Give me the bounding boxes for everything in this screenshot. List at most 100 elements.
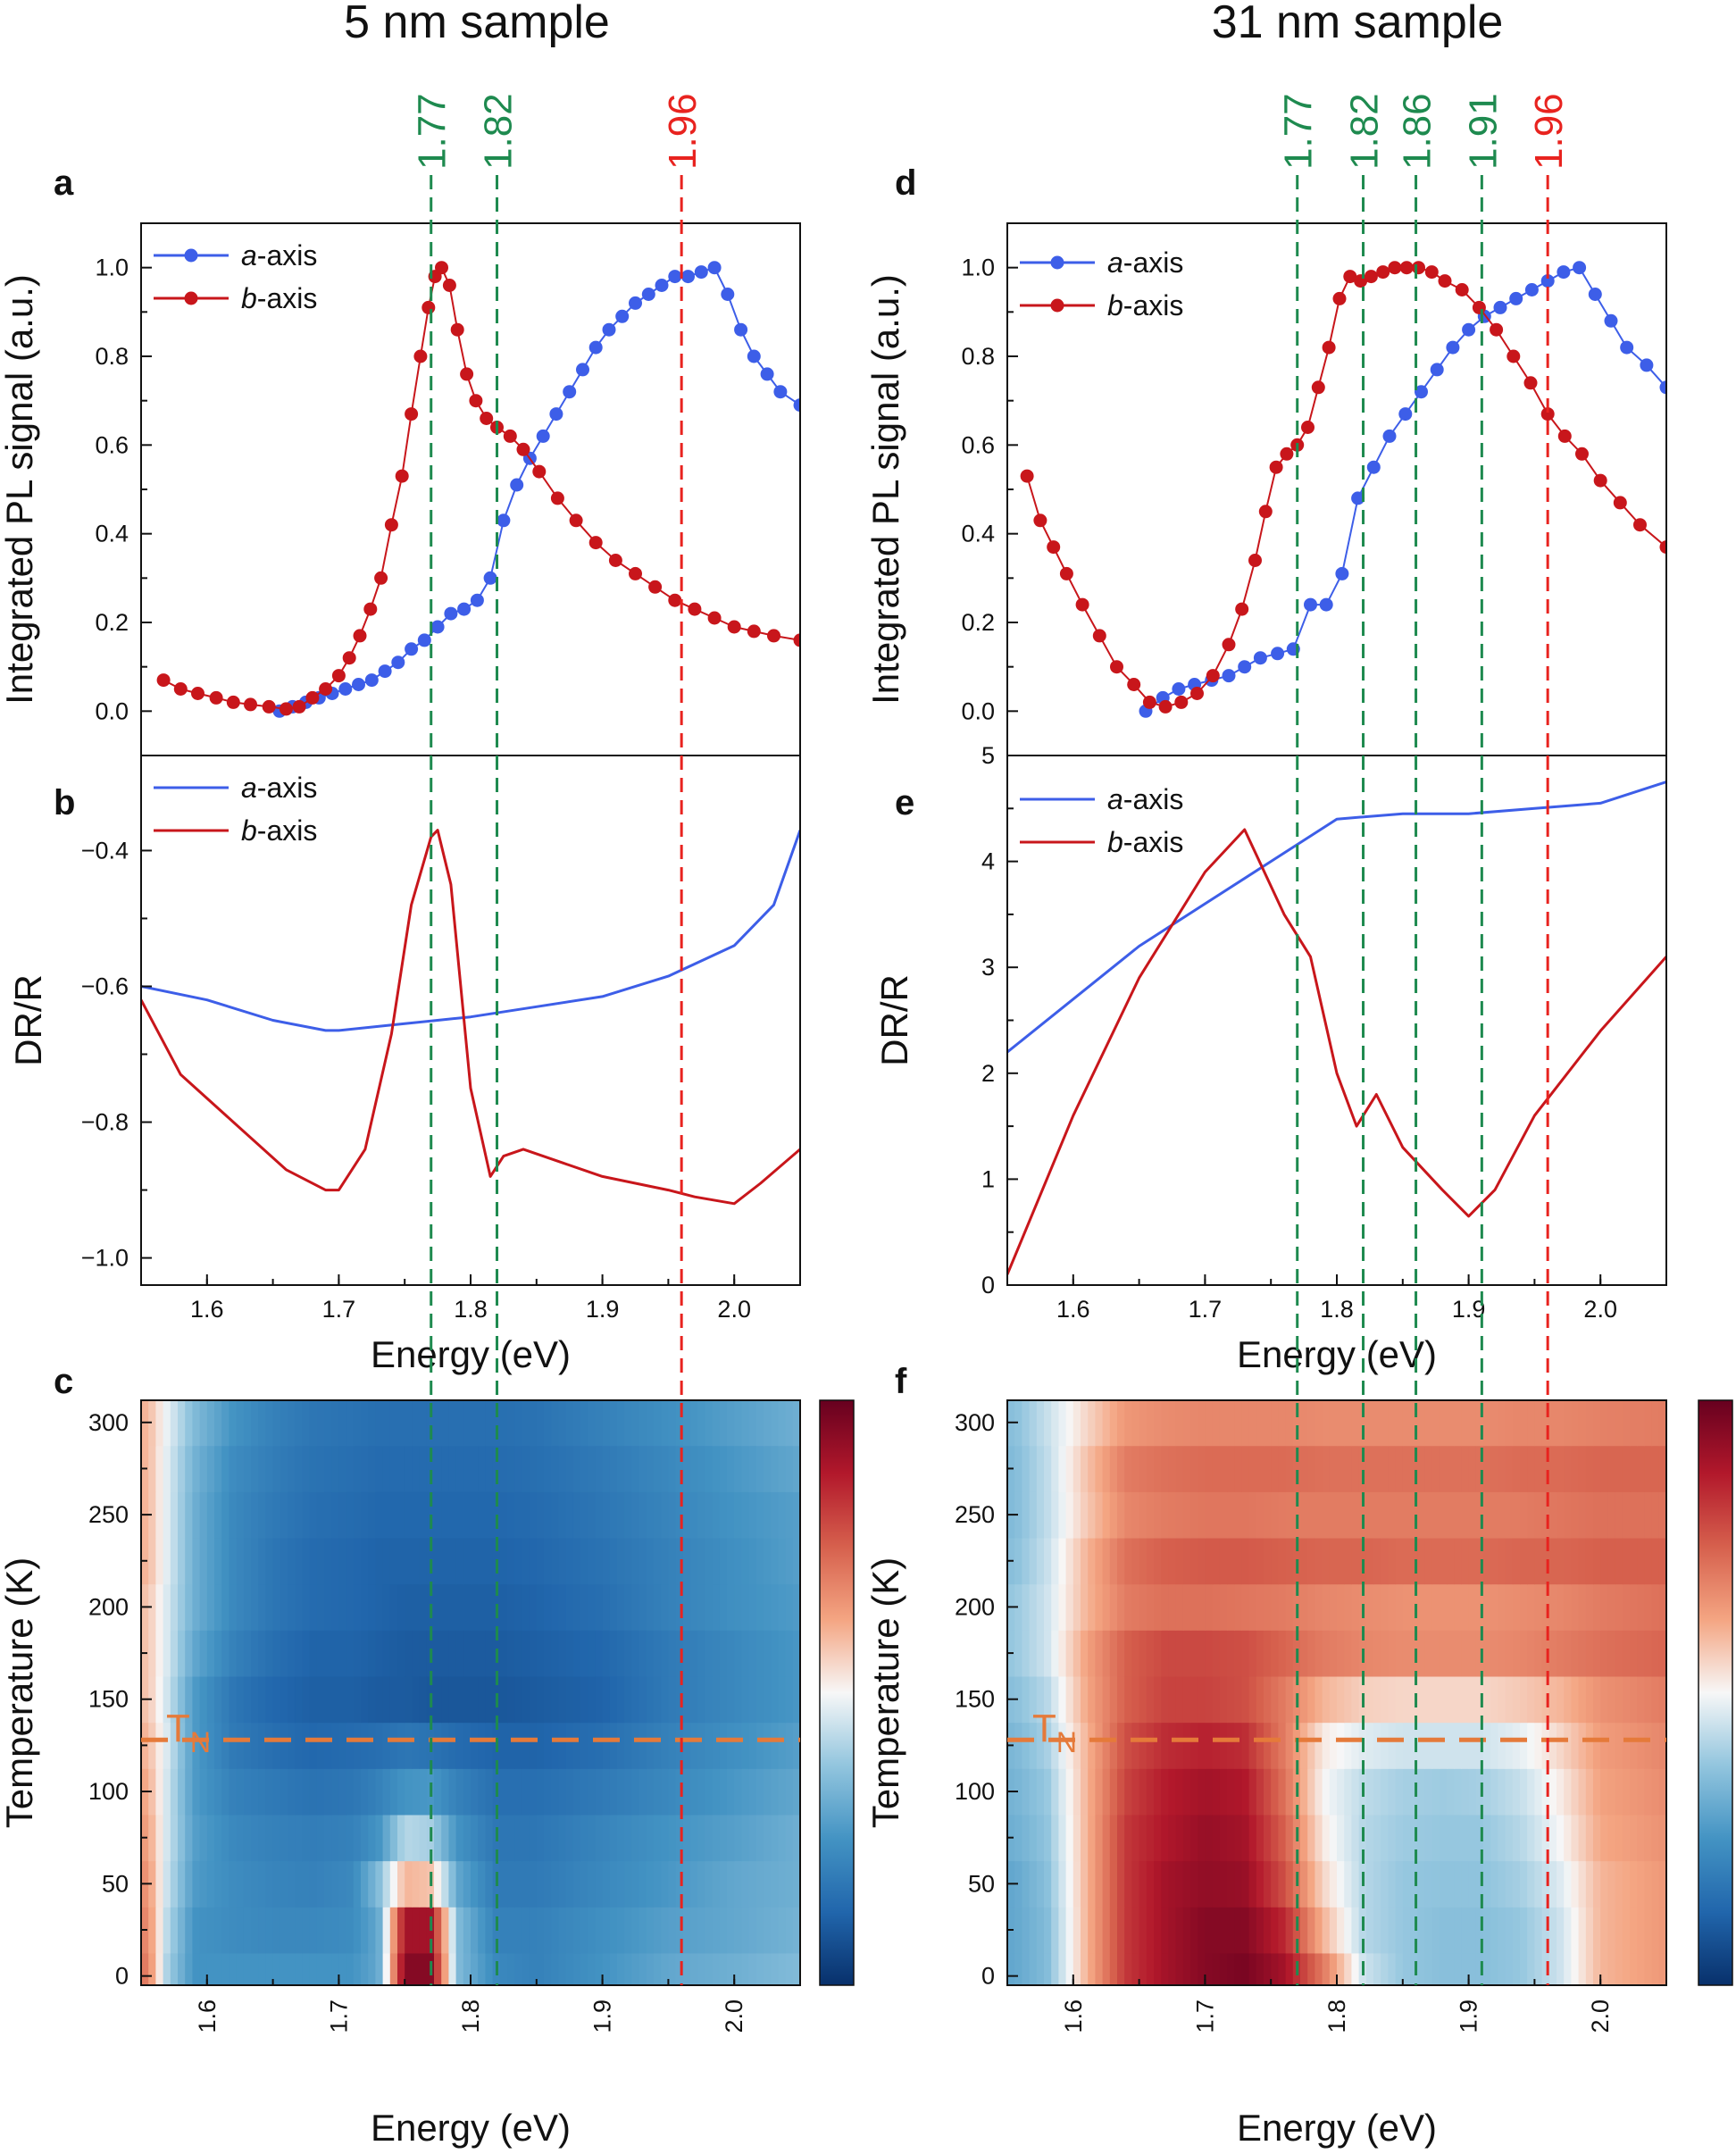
heatmap-cell (471, 1445, 479, 1492)
heatmap-cell (1578, 1814, 1587, 1862)
data-point-a-axis (773, 385, 788, 399)
heatmap-cell (236, 1814, 245, 1862)
heatmap-cell (236, 1491, 245, 1539)
heatmap-cell (1161, 1814, 1169, 1862)
heatmap-cell (1490, 1814, 1498, 1862)
heatmap-cell (675, 1860, 684, 1908)
heatmap-cell (771, 1491, 779, 1539)
legend-label-b-axis: b-axis (1107, 289, 1183, 321)
heatmap-cell (764, 1768, 772, 1816)
heatmap-cell (1168, 1630, 1177, 1677)
heatmap-cell (1439, 1537, 1448, 1585)
heatmap-cell (1154, 1907, 1162, 1954)
data-point-b-axis (413, 349, 428, 363)
heatmap-cell (221, 1952, 230, 1985)
data-point-b-axis (503, 429, 517, 443)
heatmap-cell (1512, 1814, 1521, 1862)
heatmap-cell (1498, 1630, 1506, 1677)
heatmap-cell (1278, 1814, 1287, 1862)
heatmap-cell (1548, 1814, 1557, 1862)
heatmap-cell (1344, 1400, 1352, 1447)
heatmap-cell (405, 1814, 413, 1862)
heatmap-cell (148, 1491, 156, 1539)
heatmap-cell (353, 1722, 362, 1769)
heatmap-cell (792, 1860, 800, 1908)
heatmap-cell (1234, 1445, 1242, 1492)
heatmap-cell (1241, 1400, 1250, 1447)
heatmap-cell (1088, 1630, 1096, 1677)
heatmap-cell (485, 1445, 494, 1492)
heatmap-cell (272, 1491, 281, 1539)
heatmap-cell (368, 1400, 376, 1447)
y-tick-label: 200 (88, 1593, 129, 1620)
heatmap-cell (309, 1907, 318, 1954)
y-tick-label: 250 (88, 1501, 129, 1528)
heatmap-cell (565, 1675, 574, 1724)
data-point-a-axis (510, 478, 524, 492)
heatmap-cell (748, 1722, 757, 1769)
heatmap-cell (1644, 1860, 1653, 1908)
heatmap-cell (697, 1537, 705, 1585)
data-point-a-axis (444, 606, 458, 621)
heatmap-cell (272, 1630, 281, 1677)
heatmap-cell (1081, 1952, 1089, 1985)
heatmap-cell (361, 1491, 369, 1539)
heatmap-cell (1212, 1860, 1221, 1908)
heatmap-cell (499, 1630, 508, 1677)
heatmap-cell (1630, 1630, 1638, 1677)
heatmap-cell (1578, 1445, 1587, 1492)
heatmap-cell (192, 1907, 201, 1954)
heatmap-cell (1410, 1952, 1418, 1985)
heatmap-cell (544, 1400, 552, 1447)
heatmap-cell (697, 1860, 705, 1908)
heatmap-cell (1337, 1814, 1345, 1862)
heatmap-cell (1065, 1860, 1074, 1908)
heatmap-cell (331, 1537, 339, 1585)
heatmap-cell (419, 1768, 428, 1816)
heatmap-cell (536, 1537, 545, 1585)
heatmap-cell (1117, 1675, 1125, 1724)
heatmap-cell (1248, 1400, 1257, 1447)
heatmap-cell (1475, 1860, 1484, 1908)
heatmap-cell (609, 1768, 618, 1816)
heatmap-cell (1557, 1445, 1565, 1492)
heatmap-cell (755, 1722, 764, 1769)
heatmap-cell (748, 1860, 757, 1908)
heatmap-cell (741, 1583, 750, 1631)
heatmap-cell (1439, 1768, 1448, 1816)
heatmap-cell (163, 1400, 171, 1447)
data-point-b-axis (1364, 270, 1378, 284)
heatmap-cell (199, 1630, 208, 1677)
heatmap-cell (1072, 1768, 1081, 1816)
heatmap-cell (1322, 1907, 1331, 1954)
heatmap-cell (1264, 1537, 1272, 1585)
heatmap-cell (727, 1445, 735, 1492)
heatmap-cell (397, 1583, 405, 1631)
heatmap-cell (463, 1491, 472, 1539)
heatmap-cell (631, 1907, 640, 1954)
heatmap-cell (1131, 1768, 1140, 1816)
heatmap-cell (485, 1630, 494, 1677)
heatmap-cell (1447, 1860, 1455, 1908)
heatmap-cell (485, 1400, 494, 1447)
heatmap-cell (426, 1400, 435, 1447)
heatmap-cell (1585, 1445, 1594, 1492)
heatmap-cell (697, 1445, 705, 1492)
heatmap-cell (1161, 1907, 1169, 1954)
heatmap-cell (1131, 1860, 1140, 1908)
heatmap-cell (755, 1675, 764, 1724)
heatmap-cell (507, 1768, 515, 1816)
y-tick-label: 1.0 (961, 255, 995, 281)
heatmap-c (141, 1400, 800, 1985)
heatmap-cell (1300, 1952, 1308, 1985)
marker-label-1.96: 1.96 (1527, 93, 1571, 170)
x-tick-label: 1.8 (454, 1296, 488, 1323)
heatmap-cell (675, 1814, 684, 1862)
heatmap-cell (536, 1491, 545, 1539)
heatmap-cell (748, 1814, 757, 1862)
heatmap-cell (214, 1722, 222, 1769)
heatmap-cell (251, 1583, 259, 1631)
heatmap-cell (1190, 1400, 1198, 1447)
heatmap-cell (1227, 1907, 1235, 1954)
heatmap-cell (1564, 1630, 1572, 1677)
